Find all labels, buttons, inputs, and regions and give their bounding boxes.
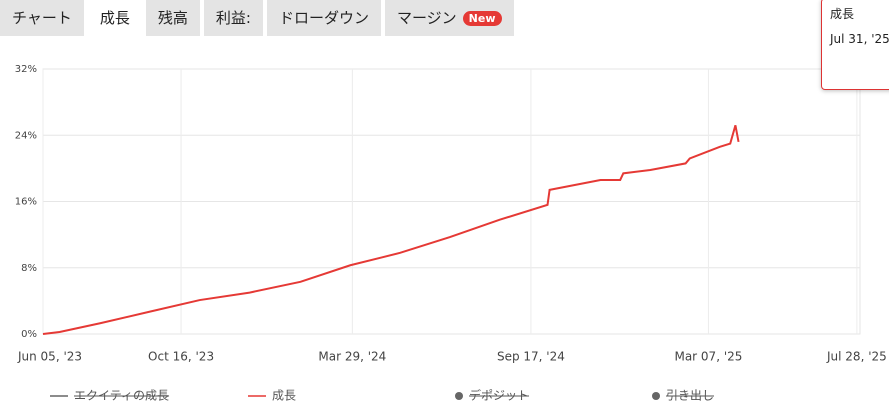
x-tick-label: Mar 07, '25	[674, 350, 742, 364]
legend-label: 成長	[272, 389, 296, 403]
tab[interactable]: マージン New	[384, 0, 514, 36]
tooltip: 成長 Jul 31, '25	[821, 0, 889, 90]
y-tick-label: 0%	[21, 329, 37, 340]
tab-label: マージン	[396, 9, 457, 27]
tab-label: 残高	[157, 9, 188, 27]
tab-label: ドローダウン	[278, 9, 369, 27]
x-tick-label: Jul 28, '25	[826, 350, 887, 364]
tab[interactable]: 成長	[87, 0, 142, 36]
legend-swatch	[652, 392, 660, 400]
x-tick-label: Sep 17, '24	[497, 350, 565, 364]
tab-label: チャート	[12, 9, 72, 27]
tab[interactable]: ドローダウン	[266, 0, 381, 36]
tab-label: 成長	[99, 9, 130, 27]
y-tick-label: 32%	[15, 64, 37, 75]
tab-label: 利益:	[215, 9, 251, 27]
tab[interactable]: チャート	[0, 0, 84, 36]
tooltip-series: 成長	[830, 7, 855, 21]
tooltip-date: Jul 31, '25	[830, 32, 889, 46]
tab-bar: チャート 成長 残高 利益: ドローダウン マージン New	[0, 0, 514, 38]
x-tick-label: Oct 16, '23	[148, 350, 214, 364]
new-badge: New	[462, 11, 502, 26]
legend-label: デポジット	[469, 388, 529, 403]
tab[interactable]: 利益:	[203, 0, 263, 36]
y-tick-label: 16%	[15, 197, 37, 208]
legend-swatch	[455, 392, 463, 400]
legend-item[interactable]: デポジット	[455, 388, 530, 403]
legend-item[interactable]: 引き出し	[652, 389, 715, 403]
growth-line	[42, 125, 740, 335]
y-tick-label: 24%	[15, 130, 37, 141]
y-tick-label: 8%	[21, 263, 37, 274]
legend-item[interactable]: 成長	[248, 389, 296, 403]
legend-item[interactable]: エクイティの成長	[50, 389, 170, 403]
tab[interactable]: 残高	[145, 0, 200, 36]
x-tick-label: Mar 29, '24	[318, 350, 386, 364]
x-tick-label: Jun 05, '23	[17, 350, 82, 364]
